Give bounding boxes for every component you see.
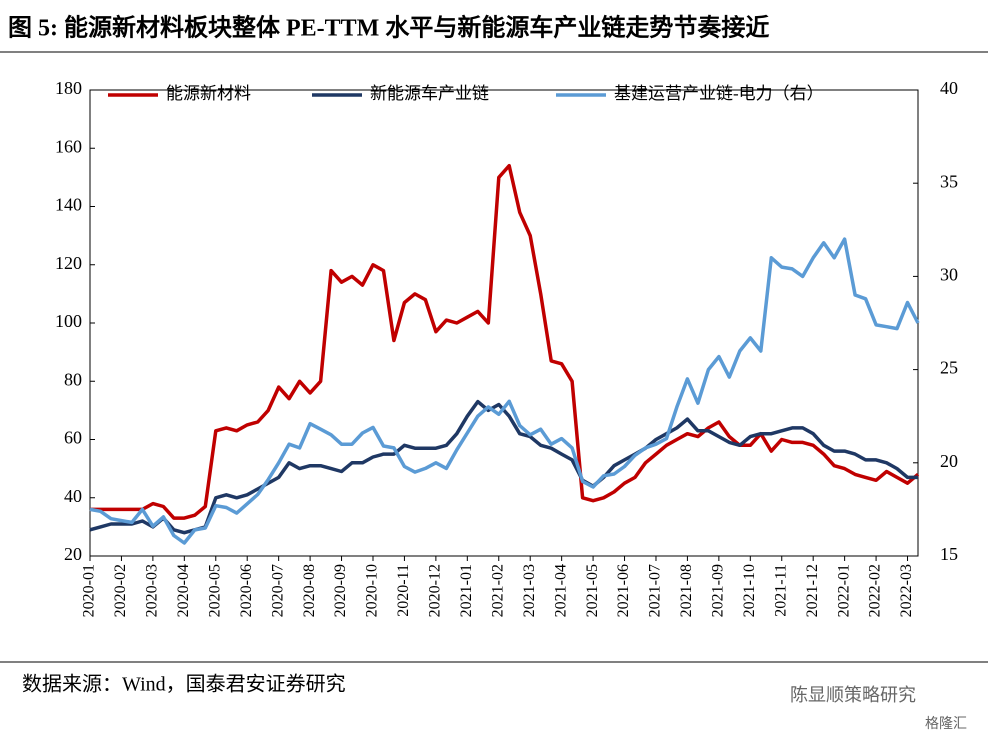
x-tick-label: 2021-02: [489, 564, 506, 617]
x-tick-label: 2020-02: [112, 564, 129, 617]
source: 数据来源：Wind，国泰君安证券研究: [22, 673, 346, 696]
y-tick-label: 60: [64, 428, 82, 448]
x-tick-label: 2020-09: [332, 564, 349, 617]
x-tick-label: 2020-04: [175, 564, 192, 617]
legend-label: 能源新材料: [166, 84, 251, 103]
y-tick-label: 100: [55, 311, 82, 331]
y2-tick-label: 20: [940, 451, 958, 471]
x-tick-label: 2021-07: [647, 564, 664, 617]
x-tick-label: 2021-08: [678, 564, 695, 617]
x-tick-label: 2020-08: [301, 564, 318, 617]
y2-tick-label: 15: [940, 544, 958, 564]
y-tick-label: 80: [64, 369, 82, 389]
x-tick-label: 2021-06: [615, 564, 632, 617]
x-tick-label: 2021-01: [458, 564, 475, 617]
legend-label: 基建运营产业链-电力（右）: [614, 84, 824, 103]
series-line: [89, 237, 920, 545]
x-tick-label: 2021-03: [521, 564, 538, 617]
y-tick-label: 120: [55, 253, 82, 273]
y-tick-label: 40: [64, 486, 82, 506]
y-tick-label: 180: [55, 78, 82, 98]
x-tick-label: 2021-04: [552, 564, 569, 617]
x-tick-label: 2021-09: [710, 564, 727, 617]
x-tick-label: 2020-03: [144, 564, 161, 617]
x-tick-label: 2020-11: [395, 564, 412, 617]
x-tick-label: 2020-05: [206, 564, 223, 617]
legend-label: 新能源车产业链: [370, 84, 489, 103]
y-tick-label: 160: [55, 136, 82, 156]
x-tick-label: 2021-10: [741, 564, 758, 617]
y2-tick-label: 40: [940, 78, 958, 98]
x-tick-label: 2020-07: [269, 564, 286, 617]
x-tick-label: 2022-02: [867, 564, 884, 617]
y-tick-label: 140: [55, 195, 82, 215]
x-tick-label: 2020-01: [81, 564, 98, 617]
x-tick-label: 2020-06: [238, 564, 255, 617]
series-line: [90, 163, 920, 520]
x-tick-label: 2022-03: [898, 564, 915, 617]
y2-tick-label: 35: [940, 171, 958, 191]
x-tick-label: 2021-05: [584, 564, 601, 617]
y2-tick-label: 25: [940, 358, 958, 378]
y2-tick-label: 30: [940, 265, 958, 285]
watermark: 陈显顺策略研究: [790, 685, 916, 706]
plot-frame: [89, 89, 919, 557]
x-tick-label: 2021-12: [804, 564, 821, 617]
x-tick-label: 2020-10: [364, 564, 381, 617]
chart-title: 图 5: 能源新材料板块整体 PE-TTM 水平与新能源车产业链走势节奏接近: [8, 14, 769, 42]
x-tick-label: 2022-01: [835, 564, 852, 617]
y-tick-label: 20: [64, 544, 82, 564]
x-tick-label: 2020-12: [427, 564, 444, 617]
watermark: 格隆汇: [925, 716, 967, 732]
x-tick-label: 2021-11: [772, 564, 789, 617]
